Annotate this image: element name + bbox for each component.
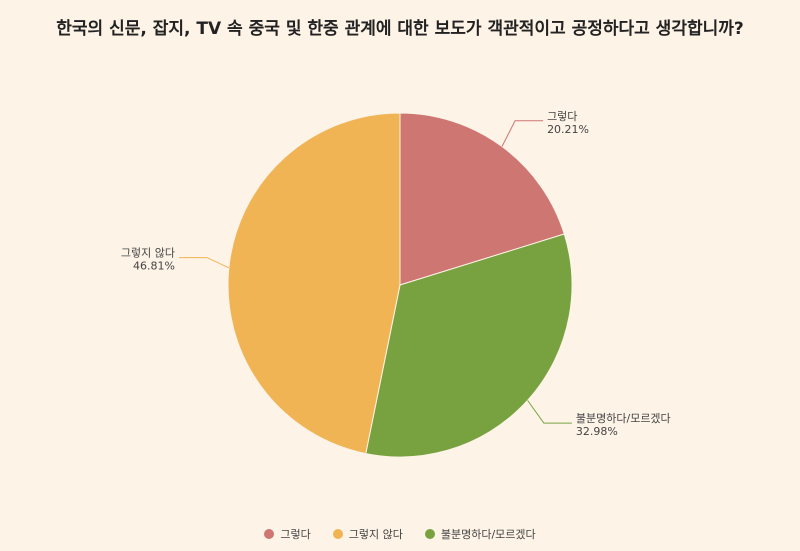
slice-value-label-0: 20.21% [547,123,589,136]
legend-label-0: 그렇다 [280,528,311,541]
leader-line-1 [527,400,572,424]
legend-item-1[interactable]: 그렇지 않다 [332,526,403,542]
leader-line-0 [501,120,544,147]
chart-title: 한국의 신문, 잡지, TV 속 중국 및 한중 관계에 대한 보도가 객관적이… [56,19,744,39]
leader-line-2 [178,257,230,269]
slice-label-1: 불분명하다/모르겠다 [576,411,671,425]
legend-swatch-0 [264,529,275,539]
slice-label-0: 그렇다 [547,110,577,123]
slice-value-label-2: 46.81% [133,260,175,273]
legend-item-0[interactable]: 그렇다 [264,526,311,542]
legend-swatch-2 [424,529,435,539]
pie-slices [227,112,573,458]
legend-label-2: 불분명하다/모르겠다 [440,528,536,541]
legend-item-2[interactable]: 불분명하다/모르겠다 [424,526,536,542]
legend: 그렇다 그렇지 않다 불분명하다/모르겠다 [0,526,800,542]
pie-slice-1[interactable] [365,233,573,458]
legend-swatch-1 [332,529,343,539]
slice-label-2: 그렇지 않다 [121,247,175,260]
legend-label-1: 그렇지 않다 [348,528,403,541]
slice-value-label-1: 32.98% [576,425,618,438]
pie-slice-2[interactable] [227,112,401,455]
